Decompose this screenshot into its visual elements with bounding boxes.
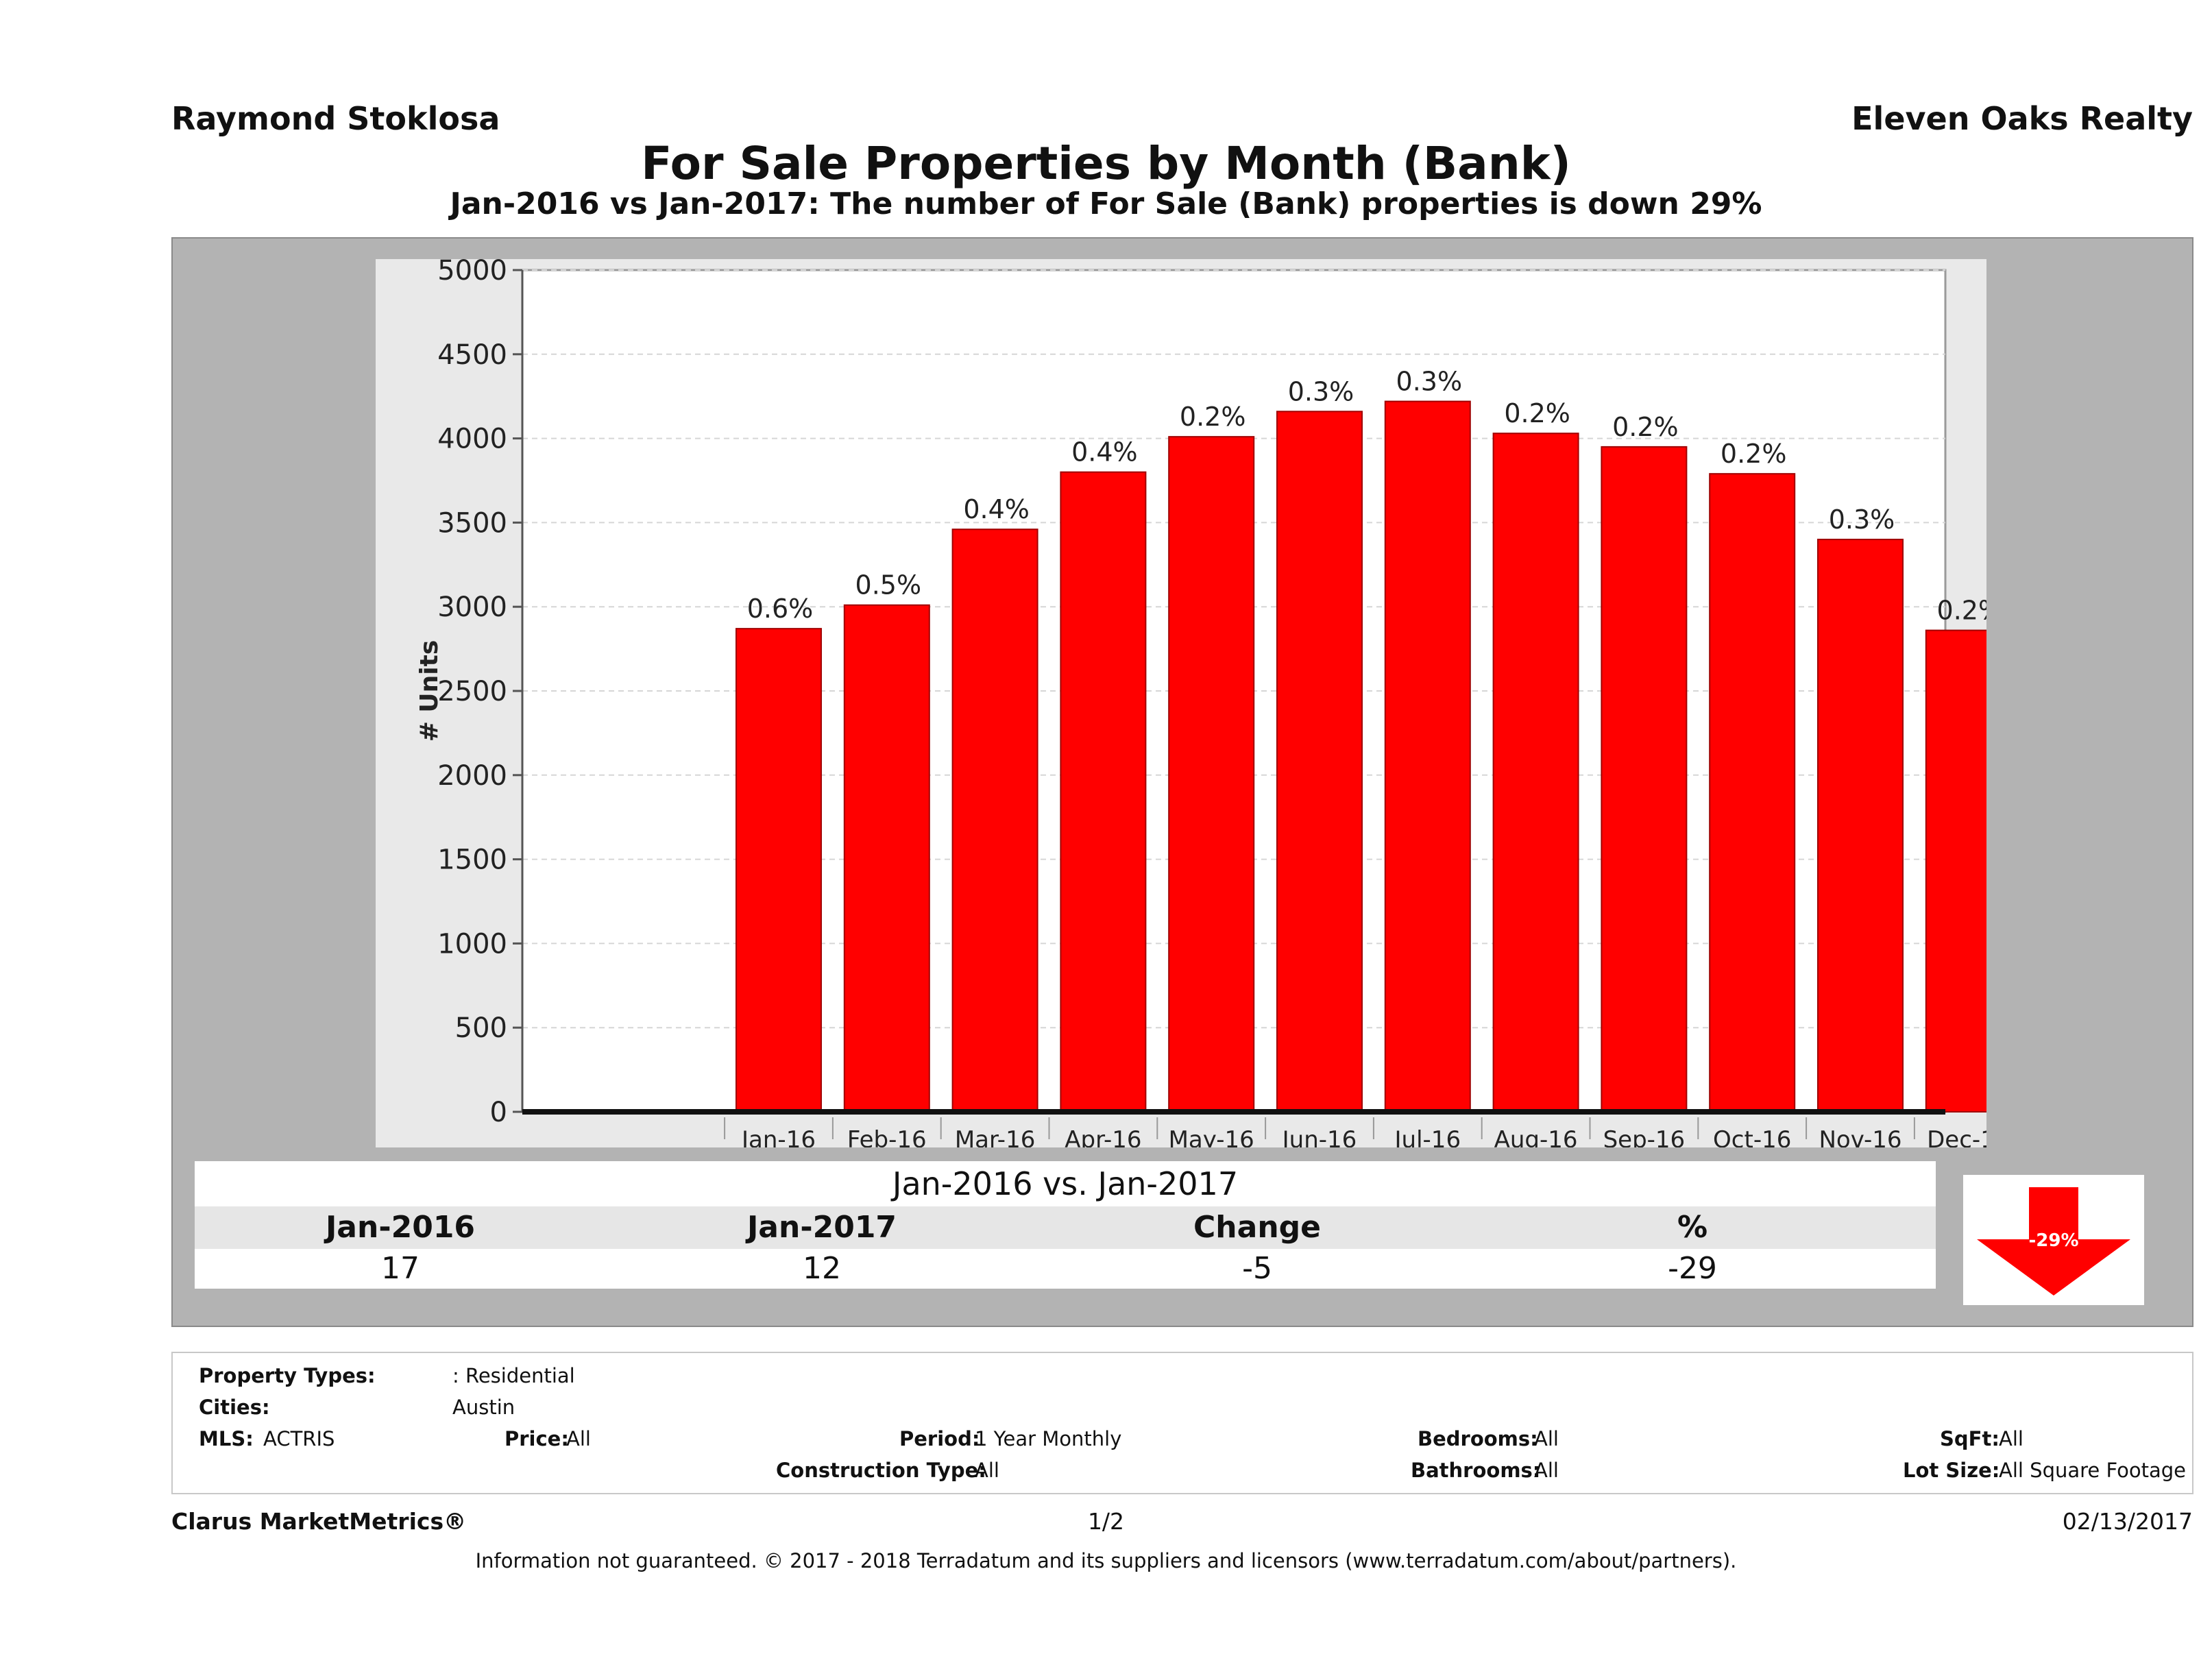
bedrooms-label: Bedrooms: <box>1418 1427 1538 1450</box>
bar <box>951 528 1038 1112</box>
y-tick-label: 2000 <box>437 760 507 792</box>
y-tick-label: 0 <box>490 1097 507 1128</box>
price-label: Price: <box>505 1427 569 1450</box>
header-jan-2016: Jan-2016 <box>325 1210 476 1245</box>
page-number: 1/2 <box>1087 1508 1125 1535</box>
bar <box>1060 471 1147 1113</box>
brand-name: Clarus MarketMetrics® <box>171 1508 467 1535</box>
x-tick-label: Nov-16 <box>1819 1126 1902 1147</box>
search-criteria: Property Types: : Residential Cities: Au… <box>171 1352 2193 1494</box>
x-tick-label: Jul-16 <box>1394 1126 1461 1147</box>
company-name: Eleven Oaks Realty <box>1851 100 2193 137</box>
x-tick-label: Aug-16 <box>1494 1126 1578 1147</box>
comparison-title: Jan-2016 vs. Jan-2017 <box>195 1161 1936 1206</box>
x-tick-label: Oct-16 <box>1713 1126 1791 1147</box>
construction-label: Construction Type: <box>776 1459 986 1482</box>
lot-size-label: Lot Size: <box>1903 1459 2000 1482</box>
x-tick-label: Sep-16 <box>1603 1126 1686 1147</box>
bar <box>1601 446 1688 1112</box>
construction-value: All <box>975 1459 999 1482</box>
cities-label: Cities: <box>199 1396 270 1419</box>
down-arrow-icon <box>1977 1187 2130 1296</box>
value-percent: -29 <box>1668 1251 1717 1286</box>
bar-data-label: 0.2% <box>1180 402 1246 432</box>
sqft-label: SqFt: <box>1940 1427 2000 1450</box>
y-tick-label: 3000 <box>437 592 507 623</box>
y-tick-label: 2500 <box>437 676 507 707</box>
bathrooms-value: All <box>1534 1459 1559 1482</box>
value-change: -5 <box>1242 1251 1272 1286</box>
chart-panel: 0 500 1000 1500 2000 2500 3000 3500 4000 4500 5000… <box>171 237 2193 1327</box>
header-jan-2017: Jan-2017 <box>746 1210 897 1245</box>
bathrooms-label: Bathrooms: <box>1411 1459 1541 1482</box>
change-badge-label: -29% <box>2028 1230 2078 1251</box>
bar <box>843 604 930 1112</box>
bar-data-label: 0.3% <box>1288 376 1354 406</box>
agent-name: Raymond Stoklosa <box>171 100 500 137</box>
y-tick-label: 1000 <box>437 928 507 960</box>
value-jan-2016: 17 <box>381 1251 420 1286</box>
header-change: Change <box>1193 1210 1321 1245</box>
bar <box>1925 629 1986 1112</box>
period-value: 1 Year Monthly <box>975 1427 1122 1450</box>
y-tick-label: 4000 <box>437 424 507 455</box>
cities-value: Austin <box>452 1396 515 1419</box>
bar-data-label: 0.2% <box>1721 439 1787 469</box>
bar-data-label: 0.3% <box>1829 504 1895 535</box>
y-tick-label: 3500 <box>437 507 507 539</box>
bar-data-label: 0.3% <box>1396 367 1463 397</box>
bar-data-label: 0.2% <box>1612 412 1679 442</box>
value-jan-2017: 12 <box>803 1251 841 1286</box>
disclaimer: Information not guaranteed. © 2017 - 201… <box>475 1549 1737 1572</box>
bar <box>1276 411 1363 1112</box>
x-tick-label: Jan-16 <box>740 1126 816 1147</box>
comparison-header-row: Jan-2016 Jan-2017 Change % <box>195 1206 1936 1249</box>
bar-data-label: 0.4% <box>963 494 1030 524</box>
y-tick-label: 4500 <box>437 339 507 371</box>
bar-data-label: 0.6% <box>747 594 814 624</box>
x-tick-label: Mar-16 <box>955 1126 1036 1147</box>
bar-data-label: 0.2% <box>1937 596 1986 626</box>
comparison-table: Jan-2016 vs. Jan-2017 Jan-2016 Jan-2017 … <box>181 1150 1936 1328</box>
chart-subtitle: Jan-2016 vs Jan-2017: The number of For … <box>450 186 1762 221</box>
plot-area: 0 500 1000 1500 2000 2500 3000 3500 4000 4500 5000… <box>376 259 1986 1147</box>
property-types-value: : Residential <box>452 1364 575 1387</box>
y-axis-title: # Units <box>415 640 443 742</box>
bar-data-label: 0.2% <box>1504 398 1570 428</box>
x-tick-label: Dec-16 <box>1927 1126 1986 1147</box>
x-tick-label: Jun-16 <box>1281 1126 1357 1147</box>
lot-size-value: All Square Footage <box>1999 1459 2187 1482</box>
bar <box>1492 433 1579 1112</box>
y-tick-label: 5000 <box>437 259 507 287</box>
chart-title: For Sale Properties by Month (Bank) <box>641 137 1571 190</box>
sqft-value: All <box>1999 1427 2023 1450</box>
y-tick-label: 1500 <box>437 844 507 876</box>
period-label: Period: <box>899 1427 980 1450</box>
change-badge: -29% <box>1963 1175 2144 1305</box>
x-tick-label: Feb-16 <box>847 1126 927 1147</box>
property-types-label: Property Types: <box>199 1364 376 1387</box>
bedrooms-value: All <box>1534 1427 1559 1450</box>
bar-chart: 0 500 1000 1500 2000 2500 3000 3500 4000 4500 5000… <box>415 259 1986 1147</box>
bar-data-label: 0.5% <box>855 570 922 600</box>
mls-label: MLS: <box>199 1427 254 1450</box>
bar <box>1168 436 1255 1113</box>
price-value: All <box>566 1427 591 1450</box>
bar-data-label: 0.4% <box>1071 437 1138 467</box>
x-tick-label: May-16 <box>1169 1126 1254 1147</box>
comparison-value-row: 17 12 -5 -29 <box>195 1249 1936 1289</box>
y-tick-label: 500 <box>455 1012 507 1044</box>
bar <box>1817 538 1904 1112</box>
bar <box>736 628 822 1112</box>
header-percent: % <box>1677 1210 1708 1245</box>
bar <box>1709 473 1796 1112</box>
mls-value: ACTRIS <box>263 1427 335 1450</box>
bar <box>1384 400 1471 1112</box>
report-date: 02/13/2017 <box>2062 1508 2193 1535</box>
x-tick-label: Apr-16 <box>1065 1126 1141 1147</box>
